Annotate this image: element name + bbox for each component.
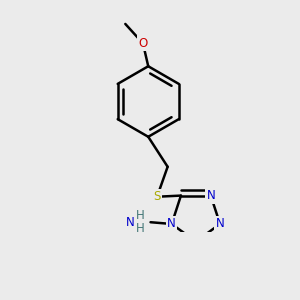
- Text: N: N: [206, 189, 215, 202]
- Text: H: H: [136, 209, 144, 222]
- Text: H: H: [136, 222, 144, 235]
- Text: N: N: [167, 218, 176, 230]
- Text: N: N: [216, 218, 224, 230]
- Text: O: O: [138, 37, 148, 50]
- Text: N: N: [126, 216, 135, 229]
- Text: S: S: [153, 190, 161, 203]
